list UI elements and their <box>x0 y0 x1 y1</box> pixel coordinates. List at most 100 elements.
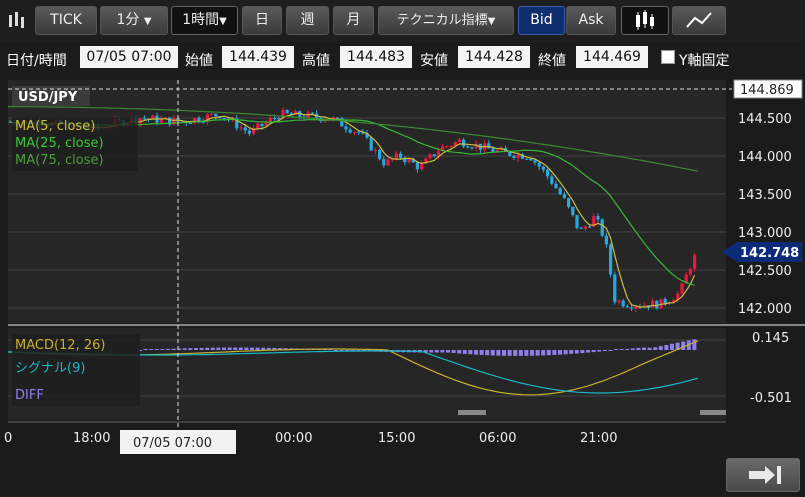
diff-bar <box>653 347 658 350</box>
candle <box>142 118 146 120</box>
diff-bar <box>160 349 165 350</box>
diff-bar <box>535 350 540 356</box>
month-button[interactable]: 月 <box>333 6 374 35</box>
high-label: 高値 <box>302 53 330 69</box>
candle <box>512 155 516 159</box>
day-button[interactable]: 日 <box>242 6 282 35</box>
candle <box>399 153 403 158</box>
ask-button[interactable]: Ask <box>566 6 616 35</box>
ohlc-bar: 日付/時間 07/05 07:00 始値 144.439 高値 144.483 … <box>0 44 805 72</box>
scroll-to-latest-button[interactable] <box>726 458 800 492</box>
diff-bar <box>614 349 618 350</box>
candle <box>600 219 604 236</box>
candle <box>239 127 243 129</box>
candle <box>306 112 310 119</box>
candle <box>445 146 449 148</box>
minute-label: 1分 <box>116 12 140 28</box>
x-tick: 21:00 <box>580 431 617 446</box>
minute-dropdown[interactable]: 1分 ▼ <box>100 6 168 35</box>
diff-bar <box>569 350 574 354</box>
candle <box>252 128 256 134</box>
diff-bar <box>608 350 613 351</box>
legend-ma75: MA(75, close) <box>15 153 104 168</box>
diff-bar <box>586 350 590 353</box>
line-chart-button[interactable] <box>672 6 726 35</box>
candle <box>529 158 533 161</box>
candle <box>655 300 659 309</box>
candle <box>642 305 646 307</box>
diff-bar <box>250 347 254 350</box>
candle <box>588 226 592 228</box>
candle <box>390 159 394 161</box>
week-button[interactable]: 週 <box>286 6 329 35</box>
candle <box>567 198 571 207</box>
hour-label: 1時間 <box>182 12 220 28</box>
diff-bar <box>636 347 641 350</box>
diff-bar <box>518 350 523 356</box>
candle <box>663 299 667 304</box>
candle <box>617 300 621 303</box>
candle <box>592 216 596 227</box>
diff-bar <box>563 350 568 355</box>
current-price: 142.748 <box>740 246 799 261</box>
open-label: 始値 <box>185 53 213 69</box>
candle <box>168 117 172 125</box>
candle <box>634 306 638 309</box>
diff-bar <box>546 350 551 356</box>
candle <box>352 131 356 133</box>
diff-bar <box>647 347 652 350</box>
close-value: 144.469 <box>576 46 648 68</box>
bid-button[interactable]: Bid <box>518 6 565 35</box>
diff-bar <box>446 350 450 353</box>
candle <box>336 117 340 119</box>
diff-bar <box>642 347 646 350</box>
open-value: 144.439 <box>222 46 294 68</box>
y-fixed-checkbox[interactable] <box>661 50 675 64</box>
candle <box>235 118 239 129</box>
candle <box>546 169 550 177</box>
candle <box>558 188 562 195</box>
main-scroll-thumb[interactable] <box>458 410 486 415</box>
candle <box>596 216 600 220</box>
diff-bar <box>278 348 282 350</box>
candlestick-chart-button[interactable] <box>621 6 669 35</box>
candle <box>466 146 470 148</box>
candle <box>193 117 197 124</box>
y-tick: 143.500 <box>738 188 792 203</box>
diff-bar <box>468 350 473 355</box>
x-tick: 0 <box>4 431 12 446</box>
candle <box>495 150 499 152</box>
x-tick: 06:00 <box>479 431 516 446</box>
macd-scroll-thumb[interactable] <box>700 410 726 415</box>
diff-bar <box>272 347 277 350</box>
y-fixed-label: Y軸固定 <box>679 53 730 69</box>
candle <box>260 123 264 127</box>
candle <box>457 139 461 142</box>
diff-bar <box>261 347 266 350</box>
bars-icon[interactable] <box>6 6 30 35</box>
diff-bar <box>334 350 338 351</box>
technical-dropdown[interactable]: テクニカル指標▼ <box>378 6 514 35</box>
candle <box>428 154 432 159</box>
candle <box>386 159 390 166</box>
diff-bar <box>664 344 669 350</box>
candle <box>533 160 537 163</box>
candle <box>285 109 289 114</box>
candle <box>630 307 634 309</box>
y-tick: 144.000 <box>738 150 792 165</box>
candle <box>138 118 142 124</box>
diff-bar <box>490 350 495 356</box>
candle <box>562 194 566 199</box>
chart-area[interactable]: USD/JPY MA(5, close) MA(25, close) MA(75… <box>0 72 805 457</box>
candle <box>348 129 352 133</box>
y-tick: 142.500 <box>738 264 792 279</box>
candle <box>361 132 365 134</box>
line-chart-icon <box>686 12 712 28</box>
candle <box>159 118 163 123</box>
diff-bar <box>619 349 624 350</box>
candle <box>407 158 411 163</box>
close-label: 終値 <box>538 53 566 69</box>
candle <box>525 158 529 160</box>
tick-button[interactable]: TICK <box>35 6 97 35</box>
hour-dropdown[interactable]: 1時間▼ <box>171 6 238 35</box>
